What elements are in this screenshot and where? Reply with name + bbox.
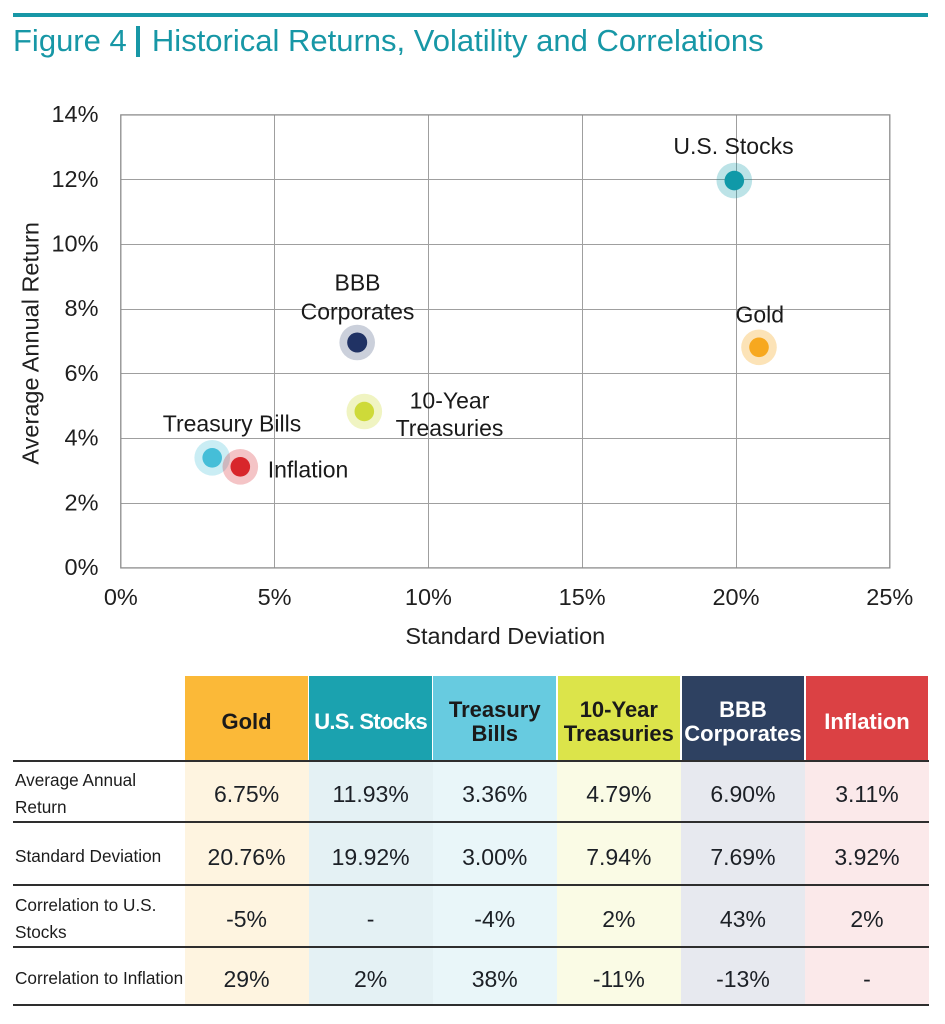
svg-text:8%: 8%: [65, 295, 99, 321]
svg-text:0%: 0%: [104, 584, 138, 610]
svg-text:25%: 25%: [866, 584, 913, 610]
svg-text:Gold: Gold: [736, 302, 785, 328]
svg-text:6%: 6%: [65, 360, 99, 386]
svg-text:10%: 10%: [51, 231, 98, 257]
svg-text:14%: 14%: [51, 101, 98, 127]
svg-text:20%: 20%: [712, 584, 759, 610]
svg-text:Treasury Bills: Treasury Bills: [163, 411, 301, 437]
svg-text:10%: 10%: [405, 584, 452, 610]
svg-text:Inflation: Inflation: [268, 457, 349, 483]
svg-text:15%: 15%: [559, 584, 606, 610]
svg-text:4%: 4%: [65, 425, 99, 451]
svg-text:U.S. Stocks: U.S. Stocks: [673, 133, 793, 159]
svg-text:5%: 5%: [258, 584, 292, 610]
svg-text:12%: 12%: [51, 166, 98, 192]
svg-text:Standard Deviation: Standard Deviation: [405, 623, 605, 649]
svg-text:2%: 2%: [65, 489, 99, 515]
svg-text:BBB: BBB: [334, 269, 380, 295]
svg-text:0%: 0%: [65, 554, 99, 580]
svg-text:Treasuries: Treasuries: [396, 415, 504, 441]
svg-text:Average Annual Return: Average Annual Return: [18, 222, 44, 465]
svg-text:Corporates: Corporates: [301, 298, 415, 324]
svg-text:10-Year: 10-Year: [410, 387, 490, 413]
